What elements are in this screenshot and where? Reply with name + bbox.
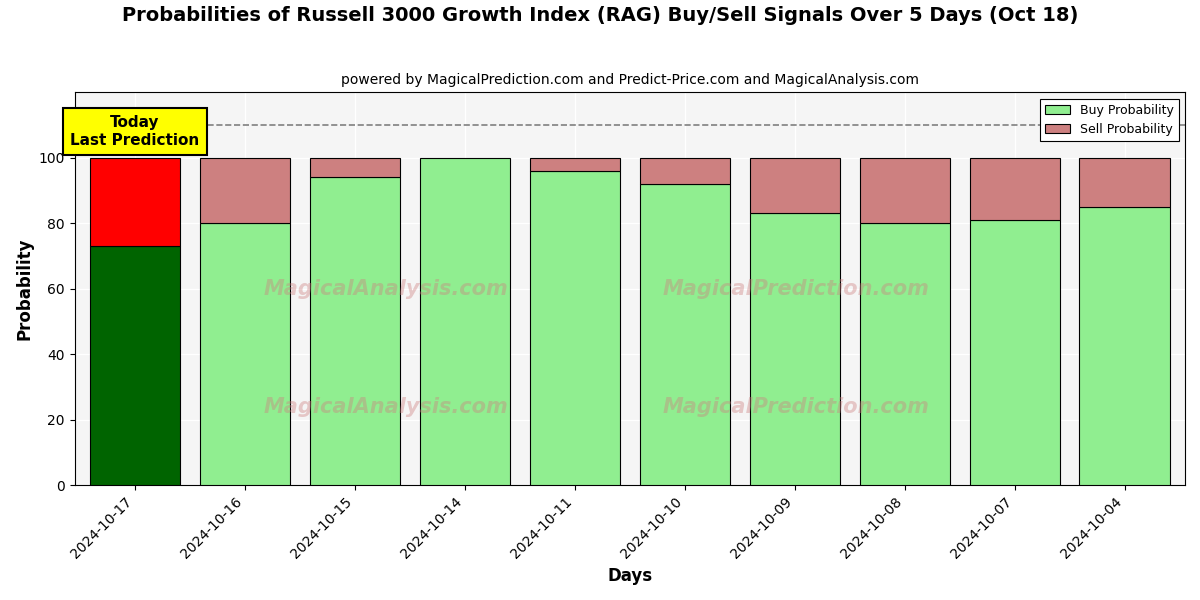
Bar [529,171,620,485]
Bar [90,246,180,485]
Text: MagicalPrediction.com: MagicalPrediction.com [662,279,930,299]
Bar [640,184,730,485]
Bar [640,158,730,184]
Bar [750,214,840,485]
Bar [1080,158,1170,207]
Bar [1080,207,1170,485]
Bar [310,178,400,485]
Y-axis label: Probability: Probability [16,238,34,340]
Bar [90,158,180,246]
Bar [200,158,290,223]
Bar [859,223,949,485]
Text: MagicalPrediction.com: MagicalPrediction.com [662,397,930,416]
Legend: Buy Probability, Sell Probability: Buy Probability, Sell Probability [1040,98,1178,141]
Bar [420,158,510,485]
Bar [310,158,400,178]
Text: MagicalAnalysis.com: MagicalAnalysis.com [263,397,508,416]
Bar [200,223,290,485]
Bar [970,220,1060,485]
Text: Today
Last Prediction: Today Last Prediction [71,115,199,148]
X-axis label: Days: Days [607,567,653,585]
Title: powered by MagicalPrediction.com and Predict-Price.com and MagicalAnalysis.com: powered by MagicalPrediction.com and Pre… [341,73,919,87]
Text: MagicalAnalysis.com: MagicalAnalysis.com [263,279,508,299]
Bar [859,158,949,223]
Bar [970,158,1060,220]
Bar [529,158,620,171]
Bar [750,158,840,214]
Text: Probabilities of Russell 3000 Growth Index (RAG) Buy/Sell Signals Over 5 Days (O: Probabilities of Russell 3000 Growth Ind… [122,6,1078,25]
